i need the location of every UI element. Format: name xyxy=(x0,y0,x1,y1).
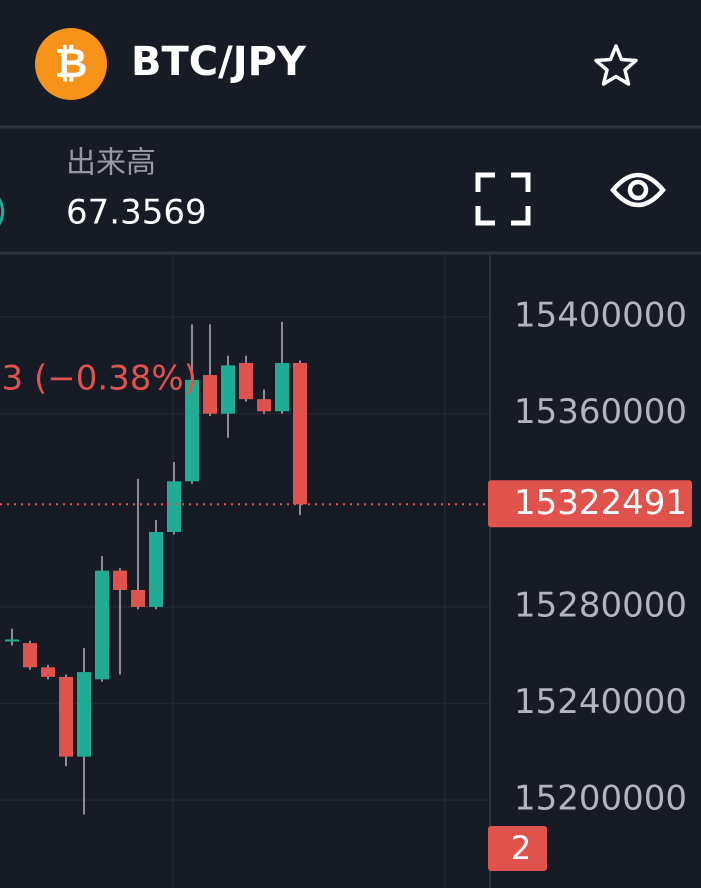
visibility-icon[interactable] xyxy=(610,172,666,208)
partial-text: ) xyxy=(0,192,7,232)
last-price-badge xyxy=(488,480,692,528)
candle-body xyxy=(185,379,199,482)
y-tick-label: 15280000 xyxy=(514,585,687,625)
candle-body xyxy=(23,643,37,668)
candle-body xyxy=(149,532,163,607)
candle-body xyxy=(275,362,289,412)
candle-body xyxy=(131,589,145,607)
candle-body xyxy=(203,375,217,414)
candle-body xyxy=(293,362,307,505)
last-price-label: 15322491 xyxy=(514,483,687,523)
y-tick-label: 15360000 xyxy=(514,392,687,432)
candle-body xyxy=(95,570,109,680)
y-tick-label: 15240000 xyxy=(514,682,687,722)
y-tick-label: 15400000 xyxy=(514,296,687,336)
candle-body xyxy=(77,672,91,757)
candle-body xyxy=(59,676,73,757)
fullscreen-icon[interactable] xyxy=(475,172,531,226)
coin-symbol: ₿ xyxy=(55,41,88,87)
candle-body xyxy=(221,365,235,414)
volume-label: 出来高 xyxy=(66,146,156,181)
badge: 2 xyxy=(511,829,531,867)
pair-title[interactable]: BTC/JPY xyxy=(131,39,307,85)
coin-icon xyxy=(35,28,107,100)
volume-value: 67.3569 xyxy=(66,193,207,233)
candle-body xyxy=(167,481,181,533)
y-tick-label: 15200000 xyxy=(514,779,687,819)
candle-body xyxy=(113,570,127,590)
candle-body xyxy=(257,399,271,412)
candle-body xyxy=(5,639,19,642)
candle-body xyxy=(239,362,253,400)
candle-body xyxy=(41,667,55,677)
favorite-star[interactable] xyxy=(594,44,638,86)
change-label: 3 (−0.38%) xyxy=(2,359,197,399)
badge-bg xyxy=(488,826,547,871)
